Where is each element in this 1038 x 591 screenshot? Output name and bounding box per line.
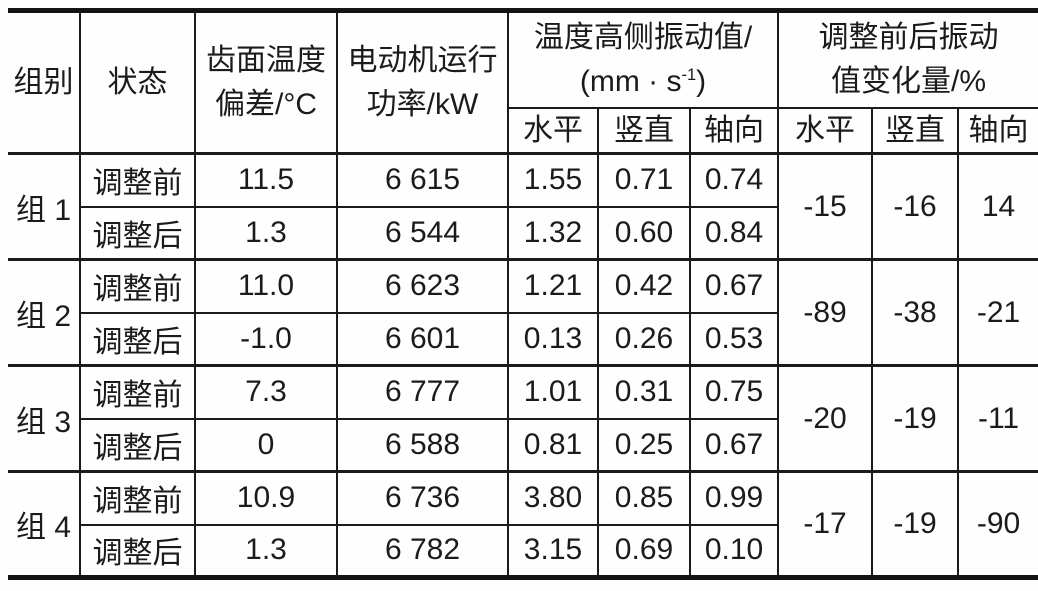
cell-state: 调整前 — [79, 152, 196, 208]
table-row: 调整后 -1.0 6 601 0.13 0.26 0.53 — [8, 311, 1038, 367]
table-row: 组 4 调整前 10.9 6 736 3.80 0.85 0.99 -17 -1… — [8, 470, 1038, 579]
cell-group-label: 组 2 — [8, 258, 81, 367]
cell-change-horizontal: -20 — [777, 364, 874, 473]
cell-vib-axial: 0.74 — [688, 152, 780, 208]
cell-vib-horizontal: 1.01 — [507, 364, 599, 420]
header-change-line1: 调整前后振动 — [818, 21, 999, 55]
cell-vib-vertical: 0.60 — [597, 205, 691, 261]
header-motor-power: 电动机运行 功率/kW — [336, 9, 509, 155]
header-row-2: 水平 竖直 轴向 水平 竖直 轴向 — [8, 106, 1038, 155]
subheader-change-axial: 轴向 — [957, 106, 1038, 155]
cell-temp: 0 — [194, 417, 338, 473]
header-power-line1: 电动机运行 — [347, 44, 498, 77]
cell-state: 调整前 — [79, 364, 196, 420]
header-vib-unit-post: ) — [696, 64, 707, 98]
header-vib-unit-exponent: -1 — [681, 65, 697, 84]
cell-change-horizontal: -15 — [777, 152, 874, 261]
cell-change-axial: 14 — [957, 152, 1038, 261]
cell-change-vertical: -19 — [871, 364, 960, 473]
cell-temp: -1.0 — [194, 311, 338, 367]
cell-vib-horizontal: 1.21 — [507, 258, 599, 314]
header-change-line2: 值变化量/% — [831, 64, 987, 98]
cell-temp: 11.5 — [194, 152, 338, 208]
cell-change-horizontal: -89 — [777, 258, 874, 367]
cell-power: 6 544 — [336, 205, 509, 261]
cell-vib-vertical: 0.85 — [597, 470, 691, 526]
cell-vib-axial: 0.53 — [688, 311, 780, 367]
header-group: 组别 — [8, 9, 81, 155]
cell-change-horizontal: -17 — [777, 470, 874, 579]
cell-state: 调整后 — [79, 205, 196, 261]
cell-power: 6 623 — [336, 258, 509, 314]
table-row: 调整后 1.3 6 544 1.32 0.60 0.84 — [8, 205, 1038, 261]
cell-temp: 1.3 — [194, 523, 338, 579]
cell-vib-vertical: 0.26 — [597, 311, 691, 367]
cell-group-label: 组 1 — [8, 152, 81, 261]
subheader-change-horizontal: 水平 — [777, 106, 874, 155]
cell-change-axial: -90 — [957, 470, 1038, 579]
cell-temp: 10.9 — [194, 470, 338, 526]
table-row: 组 3 调整前 7.3 6 777 1.01 0.31 0.75 -20 -19… — [8, 364, 1038, 473]
header-state: 状态 — [79, 9, 196, 155]
subheader-change-vertical: 竖直 — [871, 106, 960, 155]
cell-vib-vertical: 0.25 — [597, 417, 691, 473]
cell-vib-horizontal: 3.80 — [507, 470, 599, 526]
cell-power: 6 782 — [336, 523, 509, 579]
cell-state: 调整前 — [79, 258, 196, 314]
cell-change-vertical: -16 — [871, 152, 960, 261]
cell-change-vertical: -38 — [871, 258, 960, 367]
header-vib-line2: (mm · s-1) — [510, 60, 776, 104]
cell-vib-axial: 0.84 — [688, 205, 780, 261]
cell-vib-vertical: 0.31 — [597, 364, 691, 420]
cell-vib-axial: 0.99 — [688, 470, 780, 526]
header-power-line2: 功率/kW — [366, 87, 479, 121]
table-row: 组 1 调整前 11.5 6 615 1.55 0.71 0.74 -15 -1… — [8, 152, 1038, 261]
cell-vib-vertical: 0.69 — [597, 523, 691, 579]
header-temp-line2: 偏差/°C — [215, 87, 317, 121]
cell-change-axial: -11 — [957, 364, 1038, 473]
cell-power: 6 615 — [336, 152, 509, 208]
cell-temp: 11.0 — [194, 258, 338, 314]
cell-state: 调整前 — [79, 470, 196, 526]
cell-vib-horizontal: 1.55 — [507, 152, 599, 208]
cell-power: 6 777 — [336, 364, 509, 420]
cell-vib-horizontal: 1.32 — [507, 205, 599, 261]
cell-power: 6 588 — [336, 417, 509, 473]
cell-vib-horizontal: 3.15 — [507, 523, 599, 579]
header-vib-unit-pre: (mm · s — [579, 64, 682, 98]
data-table: 组别 状态 齿面温度 偏差/°C 电动机运行 功率/kW 温度高侧振动值/ (m… — [8, 8, 1038, 580]
subheader-vib-horizontal: 水平 — [507, 106, 599, 155]
cell-state: 调整后 — [79, 523, 196, 579]
cell-temp: 1.3 — [194, 205, 338, 261]
cell-vib-axial: 0.10 — [688, 523, 780, 579]
cell-vib-axial: 0.67 — [688, 417, 780, 473]
cell-change-vertical: -19 — [871, 470, 960, 579]
cell-state: 调整后 — [79, 417, 196, 473]
header-change-value: 调整前后振动 值变化量/% — [777, 9, 1038, 109]
cell-power: 6 736 — [336, 470, 509, 526]
header-vib-line1: 温度高侧振动值/ — [533, 21, 753, 55]
header-temp-line1: 齿面温度 — [206, 44, 326, 77]
table-row: 调整后 1.3 6 782 3.15 0.69 0.10 — [8, 523, 1038, 579]
cell-vib-horizontal: 0.81 — [507, 417, 599, 473]
header-vibration-value: 温度高侧振动值/ (mm · s-1) — [506, 9, 780, 109]
cell-power: 6 601 — [336, 311, 509, 367]
cell-vib-vertical: 0.71 — [597, 152, 691, 208]
cell-vib-axial: 0.67 — [688, 258, 780, 314]
subheader-vib-vertical: 竖直 — [597, 106, 691, 155]
cell-group-label: 组 4 — [8, 470, 81, 579]
table-row: 组 2 调整前 11.0 6 623 1.21 0.42 0.67 -89 -3… — [8, 258, 1038, 367]
table-row: 调整后 0 6 588 0.81 0.25 0.67 — [8, 417, 1038, 473]
cell-state: 调整后 — [79, 311, 196, 367]
cell-vib-axial: 0.75 — [688, 364, 780, 420]
cell-temp: 7.3 — [194, 364, 338, 420]
cell-vib-horizontal: 0.13 — [507, 311, 599, 367]
cell-vib-vertical: 0.42 — [597, 258, 691, 314]
subheader-vib-axial: 轴向 — [688, 106, 780, 155]
cell-change-axial: -21 — [957, 258, 1038, 367]
cell-group-label: 组 3 — [8, 364, 81, 473]
header-temp-deviation: 齿面温度 偏差/°C — [194, 9, 338, 155]
header-row-1: 组别 状态 齿面温度 偏差/°C 电动机运行 功率/kW 温度高侧振动值/ (m… — [8, 9, 1038, 155]
